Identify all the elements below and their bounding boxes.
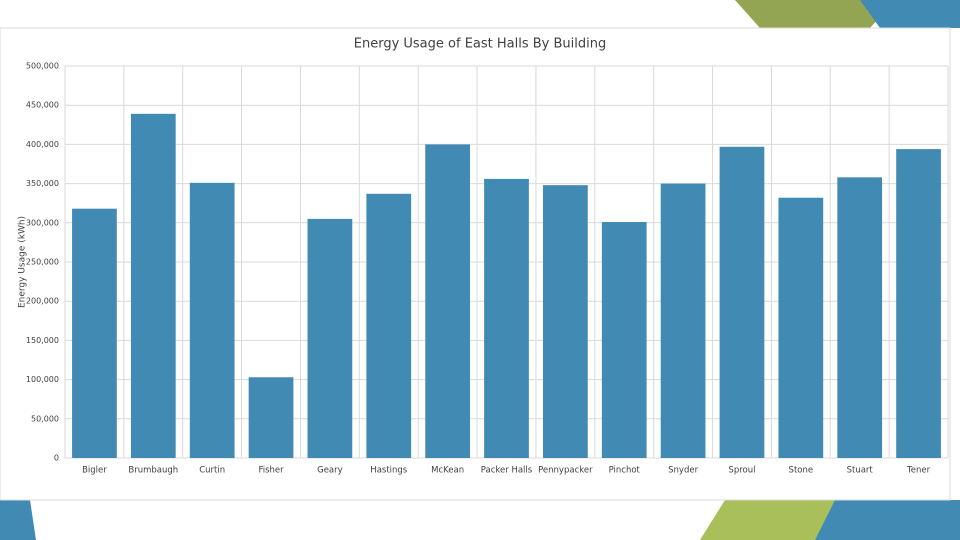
y-tick-label: 50,000 bbox=[31, 414, 59, 423]
x-tick-label: Stuart bbox=[847, 466, 874, 476]
decoration bbox=[815, 500, 960, 540]
y-tick-label: 300,000 bbox=[26, 218, 59, 227]
bar bbox=[307, 218, 353, 458]
bar bbox=[660, 183, 706, 458]
y-tick-label: 350,000 bbox=[26, 179, 59, 188]
x-tick-label: Pennypacker bbox=[538, 466, 593, 476]
x-tick-label: Geary bbox=[317, 466, 343, 476]
x-tick-label: Snyder bbox=[668, 466, 698, 476]
y-tick-label: 150,000 bbox=[26, 336, 59, 345]
y-tick-label: 250,000 bbox=[26, 258, 59, 267]
x-tick-label: Sproul bbox=[728, 466, 755, 476]
y-axis-label: Energy Usage (kWh) bbox=[18, 216, 28, 308]
y-tick-label: 100,000 bbox=[26, 375, 59, 384]
decoration bbox=[0, 500, 36, 540]
x-tick-label: McKean bbox=[431, 466, 464, 476]
y-tick-label: 0 bbox=[54, 454, 59, 463]
x-tick-label: Hastings bbox=[370, 466, 408, 476]
bar bbox=[719, 146, 765, 458]
bar bbox=[778, 197, 824, 458]
bar bbox=[601, 222, 647, 458]
decoration bbox=[735, 0, 895, 28]
x-tick-label: Stone bbox=[789, 466, 814, 476]
x-tick-label: Tener bbox=[906, 466, 931, 476]
x-tick-label: Brumbaugh bbox=[128, 466, 178, 476]
bar bbox=[189, 182, 235, 459]
x-tick-label: Pinchot bbox=[609, 466, 641, 476]
y-tick-label: 500,000 bbox=[26, 62, 59, 71]
y-tick-label: 200,000 bbox=[26, 297, 59, 306]
x-tick-label: Curtin bbox=[199, 466, 225, 476]
bar bbox=[72, 208, 117, 458]
bar bbox=[425, 144, 471, 458]
x-tick-label: Bigler bbox=[82, 466, 107, 476]
bar bbox=[542, 185, 588, 458]
x-tick-label: Packer Halls bbox=[481, 466, 533, 476]
bar bbox=[248, 377, 294, 458]
y-tick-label: 400,000 bbox=[26, 140, 59, 149]
bar bbox=[837, 177, 883, 458]
y-tick-label: 450,000 bbox=[26, 101, 59, 110]
bar bbox=[130, 113, 176, 458]
bar bbox=[366, 193, 412, 459]
x-tick-label: Fisher bbox=[258, 466, 284, 476]
decoration bbox=[860, 0, 960, 28]
decoration bbox=[700, 500, 840, 540]
chart-title: Energy Usage of East Halls By Building bbox=[354, 37, 606, 52]
bar bbox=[484, 178, 529, 458]
bar bbox=[896, 149, 941, 458]
